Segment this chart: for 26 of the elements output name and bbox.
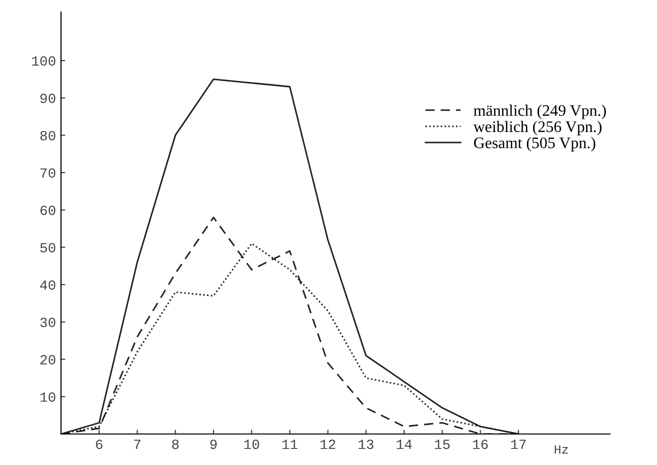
x-tick-label: 11 (282, 440, 298, 449)
x-tick-label: 8 (172, 440, 179, 450)
x-tick-label: 15 (434, 440, 450, 450)
y-tick-label: 90 (40, 94, 56, 104)
x-tick-label: 6 (96, 440, 102, 450)
x-tick-label: 14 (396, 440, 412, 449)
x-tick-label: 9 (210, 440, 217, 450)
legend-label: Gesamt (505 Vpn.) (474, 137, 596, 152)
x-tick-label: 17 (511, 440, 526, 449)
y-tick-label: 20 (40, 355, 56, 364)
y-tick-label: 30 (40, 318, 56, 328)
x-tick-label: 13 (358, 440, 374, 450)
y-tick-label: 50 (40, 243, 56, 252)
legend-label: männlich (249 Vpn.) (474, 104, 606, 120)
x-axis-title: Hz (554, 445, 568, 454)
y-tick-label: 60 (40, 206, 56, 216)
y-tick-label: 80 (40, 130, 56, 140)
x-tick-label: 12 (320, 440, 336, 449)
y-tick-label: 100 (32, 56, 56, 66)
x-tick-label: 16 (473, 440, 488, 450)
y-tick-label: 10 (40, 392, 56, 402)
x-tick-label: 7 (134, 440, 140, 449)
legend-label: weiblich (256 Vpn.) (473, 120, 602, 136)
y-tick-label: 70 (40, 168, 56, 178)
x-tick-label: 10 (244, 440, 260, 450)
y-tick-label: 40 (40, 280, 56, 290)
